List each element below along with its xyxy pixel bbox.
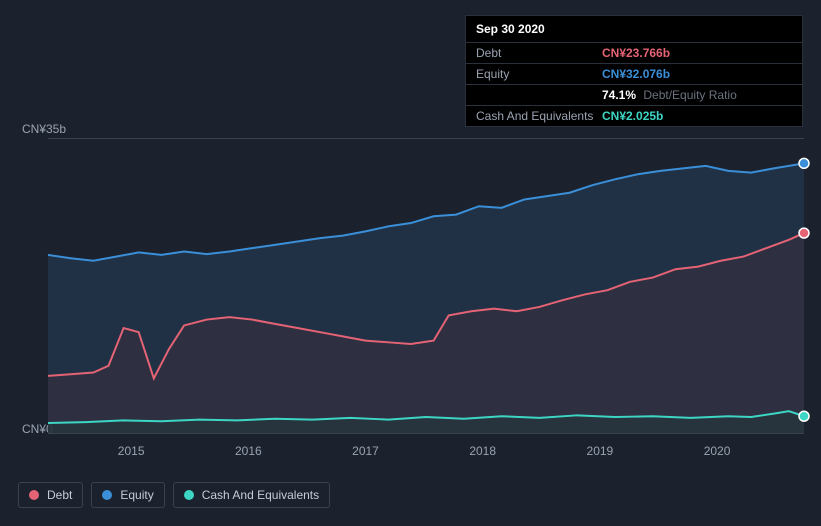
tooltip-row-equity: Equity CN¥32.076b (466, 64, 802, 85)
tooltip-label (476, 88, 602, 102)
x-tick: 2020 (704, 444, 731, 458)
chart-svg (48, 139, 804, 433)
tooltip-value: CN¥2.025b (602, 109, 663, 123)
legend-label: Debt (47, 488, 72, 502)
legend-dot-icon (184, 490, 194, 500)
chart-tooltip: Sep 30 2020 Debt CN¥23.766b Equity CN¥32… (465, 15, 803, 127)
tooltip-label: Cash And Equivalents (476, 109, 602, 123)
x-tick: 2016 (235, 444, 262, 458)
x-tick: 2017 (352, 444, 379, 458)
chart-plot-area[interactable] (48, 138, 804, 434)
tooltip-date: Sep 30 2020 (466, 16, 802, 43)
legend-label: Equity (120, 488, 153, 502)
x-tick: 2019 (587, 444, 614, 458)
tooltip-row-ratio: 74.1% Debt/Equity Ratio (466, 85, 802, 106)
tooltip-value: CN¥32.076b (602, 67, 670, 81)
legend-label: Cash And Equivalents (202, 488, 319, 502)
tooltip-value: CN¥23.766b (602, 46, 670, 60)
tooltip-ratio-pct: 74.1% (602, 88, 636, 102)
tooltip-ratio-text: Debt/Equity Ratio (643, 88, 736, 102)
tooltip-row-cash: Cash And Equivalents CN¥2.025b (466, 106, 802, 126)
tooltip-row-debt: Debt CN¥23.766b (466, 43, 802, 64)
legend-item-debt[interactable]: Debt (18, 482, 83, 508)
tooltip-label: Debt (476, 46, 602, 60)
legend-item-equity[interactable]: Equity (91, 482, 164, 508)
tooltip-label: Equity (476, 67, 602, 81)
end-marker-debt (799, 228, 809, 238)
legend-dot-icon (29, 490, 39, 500)
legend-dot-icon (102, 490, 112, 500)
x-tick: 2018 (469, 444, 496, 458)
end-marker-cash-and-equivalents (799, 411, 809, 421)
end-marker-equity (799, 158, 809, 168)
x-tick: 2015 (118, 444, 145, 458)
chart-legend: Debt Equity Cash And Equivalents (18, 482, 330, 508)
y-axis-top-label: CN¥35b (22, 122, 66, 136)
x-axis-ticks: 2015 2016 2017 2018 2019 2020 (48, 444, 804, 464)
legend-item-cash-and-equivalents[interactable]: Cash And Equivalents (173, 482, 330, 508)
